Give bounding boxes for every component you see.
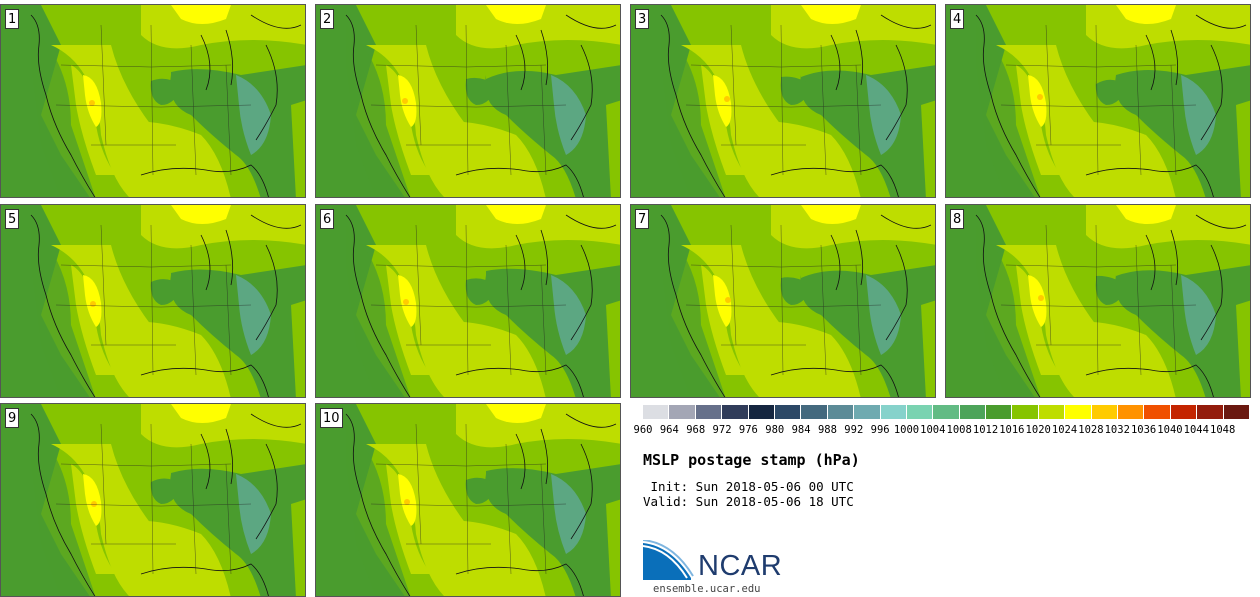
valid-time: Valid: Sun 2018-05-06 18 UTC xyxy=(643,494,854,509)
colorbar-tick-label: 1028 xyxy=(1078,424,1104,436)
member-number-label: 3 xyxy=(635,9,650,29)
colorbar-segment xyxy=(880,405,907,419)
mslp-map-image xyxy=(316,205,620,397)
colorbar-tick-label: 964 xyxy=(659,424,679,436)
colorbar-segment xyxy=(643,405,670,419)
mslp-map-image xyxy=(1,5,305,197)
member-stamp-map[interactable]: 8 xyxy=(945,204,1251,398)
colorbar-segment xyxy=(1197,405,1224,419)
member-number-label: 7 xyxy=(635,209,650,229)
mslp-map-image xyxy=(316,404,620,596)
colorbar-tick-label: 1044 xyxy=(1183,424,1209,436)
colorbar-tick-label: 960 xyxy=(633,424,653,436)
colorbar-tick-label: 1032 xyxy=(1104,424,1130,436)
member-number-label: 5 xyxy=(5,209,20,229)
colorbar-segment xyxy=(695,405,723,419)
member-stamp-map[interactable]: 2 xyxy=(315,4,621,198)
colorbar-tick-label: 1020 xyxy=(1025,424,1051,436)
mslp-map-image xyxy=(316,5,620,197)
member-stamp-map[interactable]: 4 xyxy=(945,4,1251,198)
colorbar-tick-labels: 960 964 968 972 976 980 984 988 992 996 1000 1004 10… xyxy=(630,424,1250,438)
colorbar-tick-label: 976 xyxy=(738,424,758,436)
mslp-map-image xyxy=(1,205,305,397)
colorbar-segment xyxy=(854,405,881,419)
ncar-logo-text: NCAR xyxy=(698,550,783,582)
colorbar-segment xyxy=(748,405,775,419)
colorbar-tick-label: 1012 xyxy=(972,424,999,436)
member-stamp-map[interactable]: 1 xyxy=(0,4,306,198)
member-number-label: 4 xyxy=(950,9,965,29)
colorbar-tick-label: 1048 xyxy=(1209,424,1236,436)
colorbar-tick-label: 1024 xyxy=(1051,424,1078,436)
mslp-map-image xyxy=(1,404,305,596)
member-stamp-map[interactable]: 9 xyxy=(0,403,306,597)
member-number-label: 8 xyxy=(950,209,965,229)
member-stamp-map[interactable]: 5 xyxy=(0,204,306,398)
colorbar-segment xyxy=(722,405,749,419)
colorbar-tick-label: 968 xyxy=(686,424,706,436)
colorbar-segment xyxy=(959,405,987,419)
member-number-label: 9 xyxy=(5,408,20,428)
pressure-colorbar xyxy=(643,405,1249,419)
colorbar-segment xyxy=(801,405,828,419)
colorbar-segment xyxy=(1038,405,1066,419)
colorbar-tick-label: 1000 xyxy=(893,424,920,436)
mslp-map-image xyxy=(946,205,1250,397)
member-number-label: 10 xyxy=(320,408,343,428)
colorbar-tick-label: 972 xyxy=(712,424,732,436)
member-stamp-map[interactable]: 3 xyxy=(630,4,936,198)
member-number-label: 6 xyxy=(320,209,335,229)
colorbar-segment xyxy=(774,405,802,419)
colorbar-segment xyxy=(1012,405,1039,419)
colorbar-tick-label: 1004 xyxy=(920,424,946,436)
colorbar-tick-label: 988 xyxy=(817,424,837,436)
colorbar-tick-label: 980 xyxy=(765,424,785,436)
mslp-map-image xyxy=(631,205,935,397)
chart-title: MSLP postage stamp (hPa) xyxy=(643,451,860,469)
member-stamp-map[interactable]: 6 xyxy=(315,204,621,398)
colorbar-segment xyxy=(933,405,960,419)
colorbar-segment xyxy=(1170,405,1198,419)
init-time: Init: Sun 2018-05-06 00 UTC xyxy=(643,479,854,494)
site-url[interactable]: ensemble.ucar.edu xyxy=(653,583,761,595)
colorbar-tick-label: 984 xyxy=(791,424,811,436)
colorbar-tick-label: 1040 xyxy=(1157,424,1183,436)
colorbar-tick-label: 992 xyxy=(844,424,864,436)
colorbar-tick-label: 1016 xyxy=(999,424,1025,436)
colorbar-segment xyxy=(1223,405,1249,419)
colorbar-segment xyxy=(1091,405,1119,419)
colorbar-segment xyxy=(669,405,696,419)
colorbar-tick-label: 1036 xyxy=(1130,424,1157,436)
member-number-label: 1 xyxy=(5,9,20,29)
colorbar-segment xyxy=(1118,405,1145,419)
member-stamp-map[interactable]: 7 xyxy=(630,204,936,398)
mslp-map-image xyxy=(946,5,1250,197)
colorbar-segment xyxy=(906,405,934,419)
colorbar-segment xyxy=(827,405,855,419)
colorbar-tick-label: 1008 xyxy=(946,424,972,436)
member-number-label: 2 xyxy=(320,9,335,29)
colorbar-segment xyxy=(1065,405,1092,419)
colorbar-tick-label: 996 xyxy=(870,424,890,436)
mslp-map-image xyxy=(631,5,935,197)
member-stamp-map[interactable]: 10 xyxy=(315,403,621,597)
colorbar-segment xyxy=(1144,405,1171,419)
colorbar-segment xyxy=(986,405,1013,419)
ncar-logo-icon xyxy=(643,540,694,580)
